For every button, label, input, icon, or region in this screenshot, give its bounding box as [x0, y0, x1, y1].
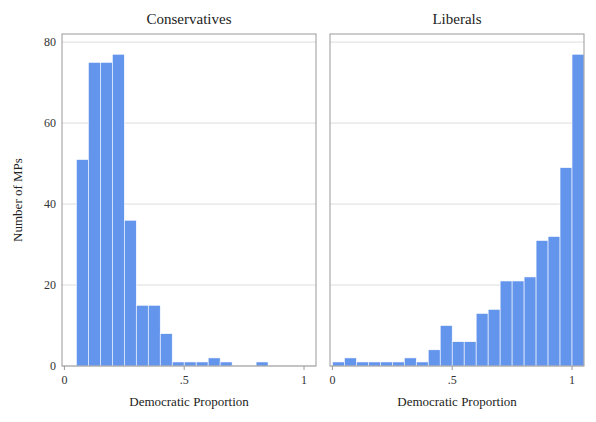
- bar: [368, 362, 380, 366]
- bar: [500, 281, 512, 366]
- panel: 0 20 40 60 80 0 .5 1 Conservatives Democratic Pro…: [10, 11, 316, 409]
- bar: [404, 358, 416, 366]
- bar: [88, 62, 100, 366]
- bar: [172, 362, 184, 366]
- bar: [112, 54, 124, 366]
- bars: [332, 54, 584, 366]
- bar: [124, 220, 136, 366]
- x-tick: [572, 366, 573, 370]
- x-tick-label: .5: [448, 373, 457, 387]
- grid-line: [330, 42, 584, 43]
- bar: [572, 54, 584, 366]
- bar: [208, 358, 220, 366]
- x-axis-label: Democratic Proportion: [129, 394, 249, 409]
- x-tick-label: 1: [569, 373, 575, 387]
- x-tick: [184, 366, 185, 370]
- bar: [512, 281, 524, 366]
- bar: [524, 277, 536, 366]
- x-tick: [452, 366, 453, 370]
- bar: [160, 334, 172, 366]
- bar: [416, 362, 428, 366]
- x-tick-label: 0: [329, 373, 335, 387]
- x-tick: [304, 366, 305, 370]
- bar: [440, 326, 452, 366]
- x-tick-label: .5: [180, 373, 189, 387]
- bar: [196, 362, 208, 366]
- bar: [476, 313, 488, 366]
- bar: [356, 362, 368, 366]
- bar: [332, 362, 344, 366]
- bars: [76, 54, 268, 366]
- x-axis-label: Democratic Proportion: [397, 394, 517, 409]
- bar: [76, 160, 88, 366]
- grid-line: [330, 123, 584, 124]
- bar: [464, 342, 476, 366]
- chart-container: 0 20 40 60 80 0 .5 1 Conservatives Democratic Pro…: [0, 0, 596, 422]
- bar: [100, 62, 112, 366]
- plot-frame: [62, 34, 316, 366]
- plot-frame: [330, 34, 584, 366]
- bar: [392, 362, 404, 366]
- y-tick-label: 0: [50, 359, 56, 373]
- bar: [536, 240, 548, 366]
- panel: 0 .5 1 Liberals Democratic Proportion: [329, 11, 584, 409]
- y-axis-label: Number of MPs: [10, 158, 25, 242]
- y-tick-label: 40: [44, 197, 56, 211]
- bar: [184, 362, 196, 366]
- x-tick-label: 1: [301, 373, 307, 387]
- grid-line: [330, 204, 584, 205]
- bar: [560, 168, 572, 366]
- bar: [380, 362, 392, 366]
- y-tick-label: 60: [44, 116, 56, 130]
- chart: 0 20 40 60 80 0 .5 1 Conservatives Democratic Pro…: [0, 0, 596, 422]
- bar: [428, 350, 440, 366]
- y-tick-label: 20: [44, 278, 56, 292]
- title: Liberals: [432, 11, 481, 27]
- x-tick: [332, 366, 333, 370]
- bar: [548, 236, 560, 366]
- bar: [136, 305, 148, 366]
- bar: [452, 342, 464, 366]
- x-tick: [64, 366, 65, 370]
- bar: [148, 305, 160, 366]
- y-tick-label: 80: [44, 35, 56, 49]
- grid-line: [62, 42, 316, 43]
- bar: [256, 362, 268, 366]
- x-tick-label: 0: [61, 373, 67, 387]
- bar: [220, 362, 232, 366]
- title: Conservatives: [147, 11, 232, 27]
- bar: [488, 309, 500, 366]
- bar: [344, 358, 356, 366]
